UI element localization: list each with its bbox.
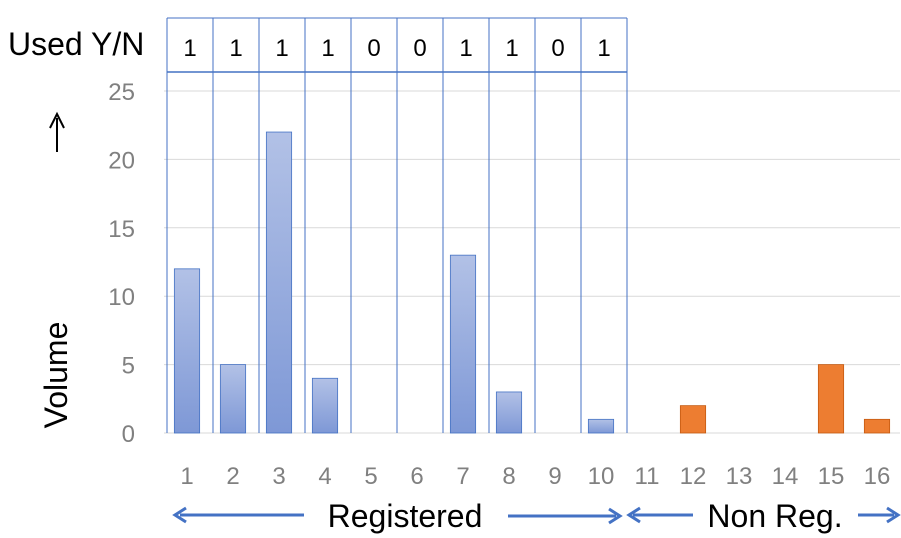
non-reg-group-label: Non Reg. (707, 498, 842, 534)
x-tick-label: 16 (864, 463, 891, 490)
bar-4 (311, 377, 339, 434)
non-reg-arrow (626, 506, 901, 524)
y-axis-ticks: 0 5 10 15 20 25 (108, 79, 135, 448)
bar-15 (817, 364, 845, 434)
y-tick-label: 0 (122, 421, 135, 448)
registered-group-label: Registered (328, 498, 483, 534)
x-tick-label: 15 (818, 463, 845, 490)
registered-column-separators (166, 18, 628, 433)
x-tick-label: 2 (226, 463, 239, 490)
bar-12 (679, 405, 707, 434)
x-tick-label: 12 (680, 463, 707, 490)
used-value: 0 (367, 35, 380, 62)
non-reg-arrow-left-head (626, 506, 641, 524)
registered-arrow-left-head (172, 506, 187, 524)
used-value: 1 (459, 35, 472, 62)
x-tick-label: 9 (548, 463, 561, 490)
x-tick-label: 8 (502, 463, 515, 490)
registered-arrow (172, 506, 623, 525)
x-tick-label: 14 (772, 463, 799, 490)
x-tick-label: 5 (364, 463, 377, 490)
x-tick-label: 3 (272, 463, 285, 490)
used-value: 1 (321, 35, 334, 62)
x-tick-label: 7 (456, 463, 469, 490)
bar-16 (863, 418, 891, 434)
used-value: 1 (505, 35, 518, 62)
y-tick-label: 10 (108, 284, 135, 311)
x-tick-label: 1 (180, 463, 193, 490)
registered-arrow-right-head (608, 507, 623, 525)
used-value: 1 (275, 35, 288, 62)
x-tick-label: 11 (635, 463, 660, 490)
used-value: 1 (183, 35, 196, 62)
y-tick-label: 5 (122, 353, 135, 380)
y-axis-label: Volume (38, 322, 74, 429)
bar-2 (219, 364, 247, 434)
y-tick-label: 15 (108, 216, 135, 243)
bar-3 (265, 131, 293, 434)
used-value: 0 (551, 35, 564, 62)
x-tick-label: 10 (588, 463, 615, 490)
bars (173, 131, 891, 434)
used-table: 1 1 1 1 0 0 1 1 0 1 (167, 17, 627, 73)
x-tick-label: 13 (726, 463, 753, 490)
bar-10 (587, 418, 615, 434)
bar-1 (173, 268, 201, 434)
x-tick-label: 4 (318, 463, 331, 490)
used-value: 1 (597, 35, 610, 62)
y-tick-label: 20 (108, 147, 135, 174)
used-value: 0 (413, 35, 426, 62)
bar-8 (495, 391, 523, 434)
non-reg-arrow-right-head (886, 506, 901, 524)
y-tick-label: 25 (108, 79, 135, 106)
y-axis-arrow-head (49, 111, 65, 129)
bar-7 (449, 254, 477, 434)
used-value: 1 (229, 35, 242, 62)
used-label: Used Y/N (8, 26, 144, 62)
x-tick-label: 6 (410, 463, 423, 490)
x-axis-ticks: 1 2 3 4 5 6 7 8 9 10 11 12 13 14 15 16 (180, 463, 890, 490)
